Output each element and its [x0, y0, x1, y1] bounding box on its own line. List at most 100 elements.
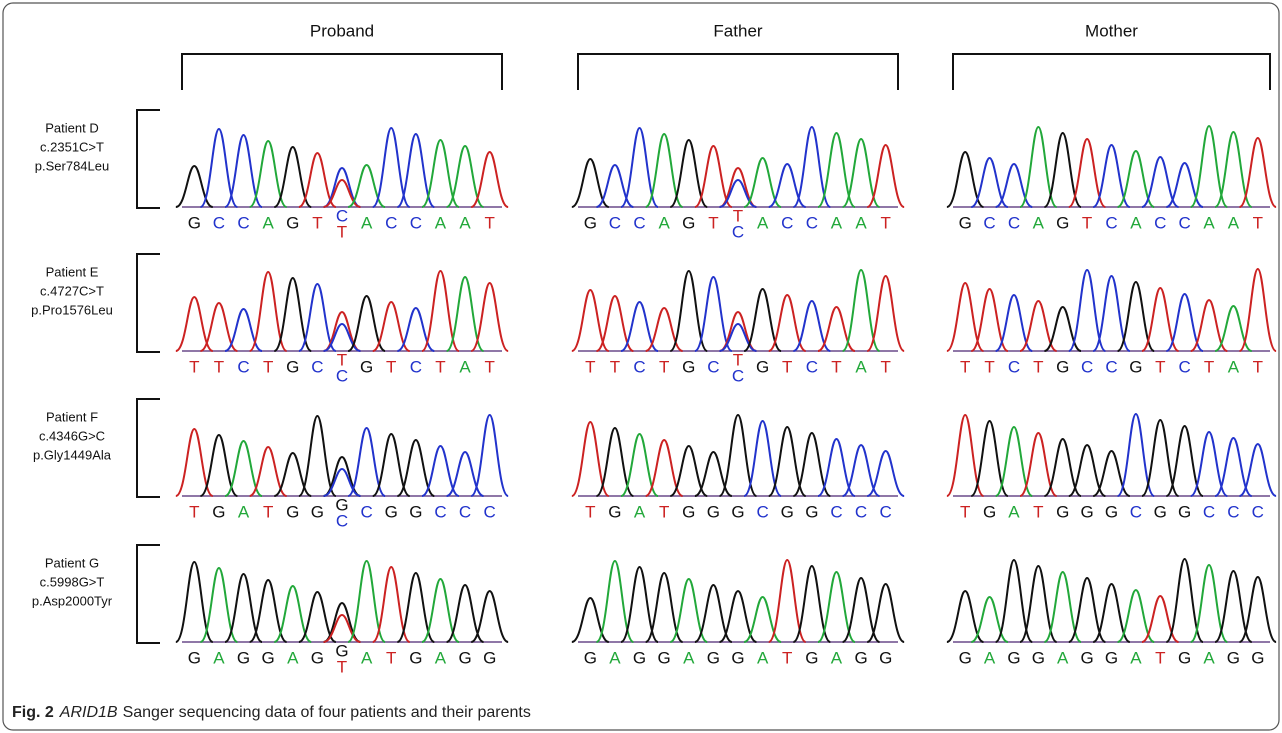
base-call: T [960, 357, 970, 376]
patient-protein: p.Asp2000Tyr [32, 593, 113, 608]
base-call: A [831, 213, 843, 232]
base-call: C [237, 213, 249, 232]
trace-peak [867, 451, 904, 496]
patient-patient: Patient E [46, 264, 99, 279]
trace-peak [572, 598, 609, 642]
patient-cdna: c.4346G>C [39, 428, 105, 443]
base-call: C [1008, 213, 1020, 232]
trace-peak [471, 152, 508, 207]
base-call: G [879, 648, 892, 667]
base-call: C [484, 502, 496, 521]
base-call: C [1130, 502, 1142, 521]
trace-peak [1215, 306, 1252, 351]
trace-peak [867, 145, 904, 207]
base-call: G [286, 502, 299, 521]
base-call: G [756, 357, 769, 376]
row-bracket [137, 399, 160, 497]
base-call: G [1007, 648, 1020, 667]
patient-protein: p.Ser784Leu [35, 158, 109, 173]
base-call: G [1032, 648, 1045, 667]
base-call: G [1056, 213, 1069, 232]
base-call: G [658, 648, 671, 667]
base-call: C [459, 502, 471, 521]
base-call: C [410, 213, 422, 232]
base-call: T [708, 213, 718, 232]
base-call: T [1033, 357, 1043, 376]
trace-peak [1240, 269, 1277, 351]
base-call: G [311, 502, 324, 521]
trace-peak [299, 416, 336, 496]
base-call: G [286, 213, 299, 232]
base-call: T [984, 357, 994, 376]
base-call: G [781, 502, 794, 521]
base-call: A [361, 213, 373, 232]
variant-base: C [732, 222, 744, 241]
base-call: G [854, 648, 867, 667]
base-call: C [311, 357, 323, 376]
base-call: A [238, 502, 250, 521]
base-call: G [805, 502, 818, 521]
column-bracket [953, 54, 1270, 90]
base-call: G [311, 648, 324, 667]
base-call: C [830, 502, 842, 521]
variant-base: T [337, 222, 347, 241]
base-call: G [409, 502, 422, 521]
base-call: G [483, 648, 496, 667]
base-call: A [1228, 213, 1240, 232]
base-call: G [608, 502, 621, 521]
trace-peak [867, 584, 904, 642]
patient-patient: Patient G [45, 555, 99, 570]
base-call: C [213, 213, 225, 232]
base-call: A [757, 648, 769, 667]
variant-base: C [336, 366, 348, 385]
base-call: G [682, 357, 695, 376]
base-call: G [1056, 502, 1069, 521]
base-call: C [806, 213, 818, 232]
base-call: T [659, 502, 669, 521]
base-call: T [1253, 213, 1263, 232]
base-call: C [360, 502, 372, 521]
base-call: T [312, 213, 322, 232]
base-call: T [585, 502, 595, 521]
trace-peak [695, 452, 732, 496]
base-call: G [1080, 502, 1093, 521]
base-call: T [610, 357, 620, 376]
base-call: A [262, 213, 274, 232]
caption-text: Sanger sequencing data of four patients … [123, 704, 531, 721]
base-call: G [633, 648, 646, 667]
variant-base: C [732, 366, 744, 385]
trace-peak [971, 597, 1008, 642]
base-call: A [634, 502, 646, 521]
base-call: C [1179, 357, 1191, 376]
base-call: T [189, 357, 199, 376]
base-call: T [960, 502, 970, 521]
trace-peak [1240, 444, 1277, 496]
base-call: T [189, 502, 199, 521]
base-call: C [855, 502, 867, 521]
base-call: T [1155, 357, 1165, 376]
base-call: G [1129, 357, 1142, 376]
base-call: T [782, 648, 792, 667]
variant-base: C [336, 511, 348, 530]
base-call: G [805, 648, 818, 667]
trace-peak [471, 283, 508, 351]
trace-peak [324, 312, 361, 351]
base-call: G [237, 648, 250, 667]
base-call: A [1057, 648, 1069, 667]
base-call: T [435, 357, 445, 376]
base-call: C [434, 502, 446, 521]
base-call: G [983, 502, 996, 521]
row-bracket [137, 110, 160, 208]
base-call: C [1227, 502, 1239, 521]
patient-protein: p.Pro1576Leu [31, 302, 113, 317]
base-call: G [731, 648, 744, 667]
column-bracket [578, 54, 898, 90]
trace-peak [471, 415, 508, 496]
base-call: A [459, 213, 471, 232]
base-call: A [831, 648, 843, 667]
base-call: C [385, 213, 397, 232]
base-call: A [1203, 213, 1215, 232]
base-call: A [1228, 357, 1240, 376]
base-call: G [1105, 502, 1118, 521]
